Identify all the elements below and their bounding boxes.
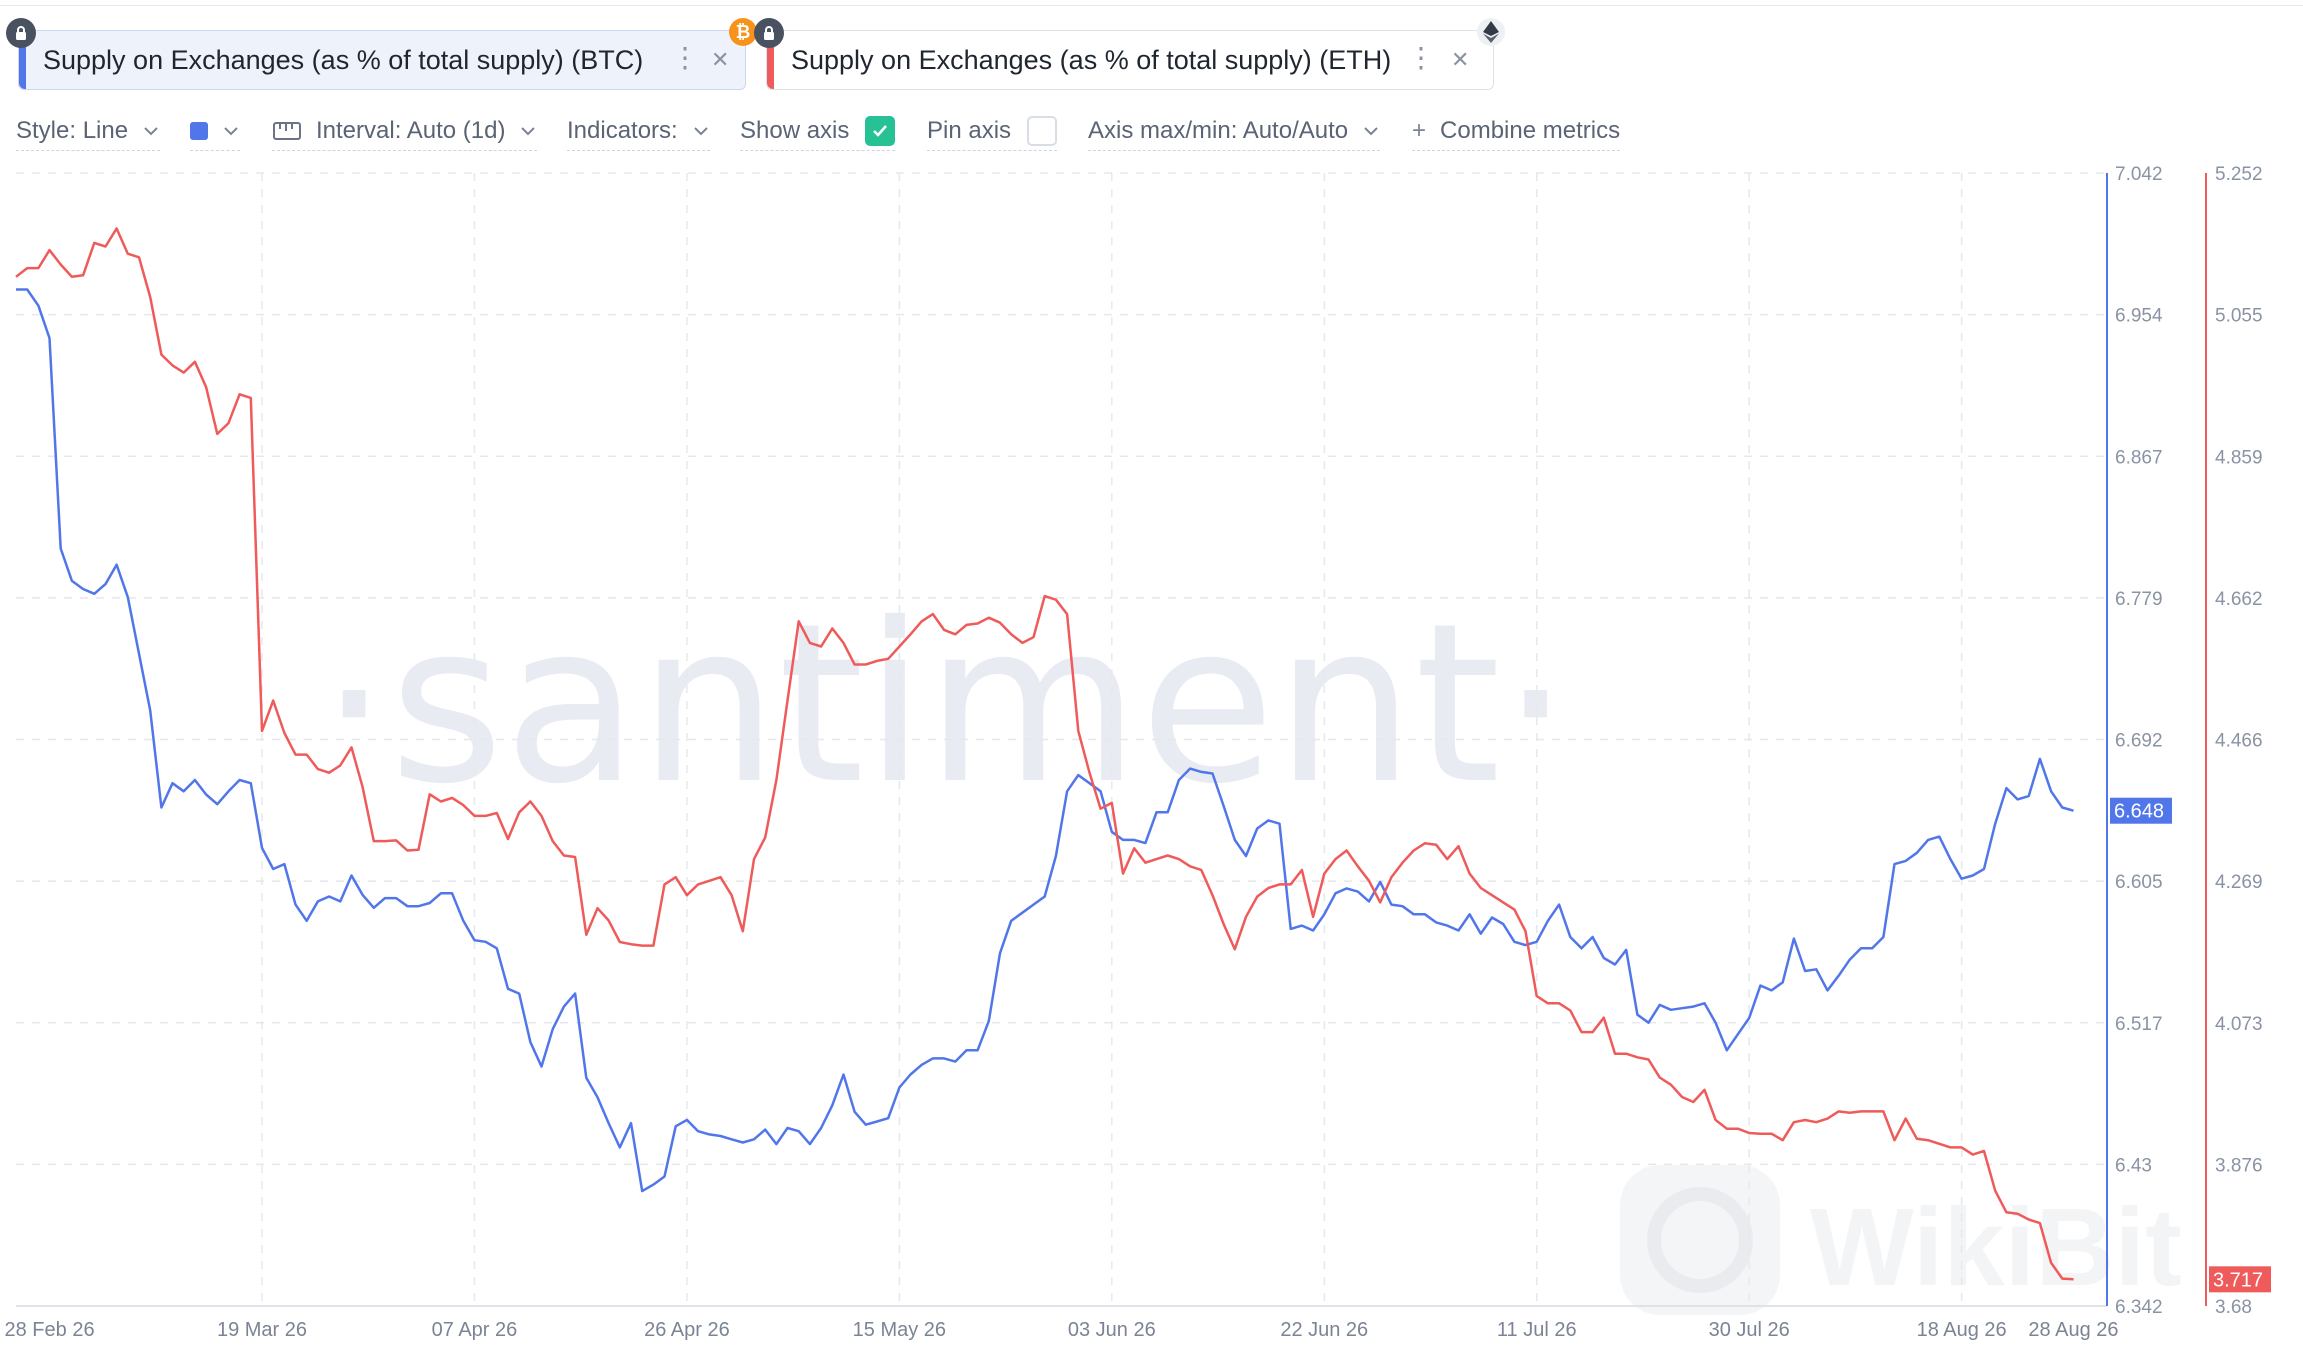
current-value-badges: 6.648 3.717 [2110, 797, 2271, 1293]
grid [16, 172, 2107, 1306]
eth-current-value-badge-bg [2209, 1266, 2271, 1293]
interval-label: Interval: Auto (1d) [316, 117, 506, 144]
y-axis-right-labels: 5.252 5.055 4.859 4.662 4.466 4.269 4.073 3.876… [2215, 164, 2263, 1318]
chevron-down-icon [694, 127, 708, 136]
axis-maxmin-dropdown[interactable]: Axis max/min: Auto/Auto [1088, 112, 1381, 151]
eth-series-line[interactable] [15, 227, 2074, 1281]
y-left-tick-label: 6.779 [2115, 589, 2163, 610]
lock-icon [754, 18, 784, 48]
series-color-bar [767, 31, 774, 89]
close-icon[interactable]: ✕ [1451, 47, 1470, 72]
indicators-label: Indicators: [567, 117, 678, 144]
y-left-tick-label: 6.954 [2115, 306, 2163, 327]
x-tick-label: 07 Apr 26 [432, 1319, 518, 1341]
metric-tab-label: Supply on Exchanges (as % of total suppl… [43, 44, 644, 75]
svg-text:WikiBit: WikiBit [1810, 1186, 2182, 1309]
y-right-tick-label: 3.68 [2215, 1297, 2252, 1318]
y-left-tick-label: 7.042 [2115, 164, 2163, 185]
x-tick-label: 28 Feb 26 [5, 1319, 95, 1341]
y-right-tick-label: 4.662 [2215, 589, 2263, 610]
chevron-down-icon [224, 127, 238, 136]
show-axis-toggle[interactable]: Show axis [740, 112, 896, 151]
y-right-tick-label: 5.252 [2215, 164, 2263, 185]
more-options-icon[interactable]: ⋮ [1407, 42, 1435, 73]
x-tick-label: 11 Jul 26 [1497, 1319, 1577, 1341]
pin-axis-label: Pin axis [927, 117, 1012, 144]
y-right-tick-label: 4.073 [2215, 1014, 2263, 1035]
y-left-tick-label: 6.605 [2115, 872, 2163, 893]
combine-metrics-label: Combine metrics [1440, 117, 1621, 144]
santiment-watermark: ·santiment· [319, 576, 1570, 832]
metric-tab-label: Supply on Exchanges (as % of total suppl… [791, 44, 1392, 75]
btc-current-value-badge: 6.648 [2114, 801, 2164, 823]
btc-current-value-badge-bg [2110, 797, 2172, 824]
style-dropdown[interactable]: Style: Line [16, 112, 161, 151]
x-tick-label: 03 Jun 26 [1068, 1319, 1156, 1341]
color-picker[interactable] [190, 112, 240, 151]
series-lines [15, 227, 2074, 1281]
more-options-icon[interactable]: ⋮ [671, 42, 699, 73]
pin-axis-toggle[interactable]: Pin axis [927, 112, 1058, 151]
y-right-tick-label: 4.466 [2215, 731, 2263, 752]
y-left-tick-label: 6.517 [2115, 1014, 2163, 1035]
combine-metrics-button[interactable]: + Combine metrics [1412, 112, 1621, 151]
color-swatch [190, 122, 208, 140]
interval-dropdown[interactable]: Interval: Auto (1d) [272, 112, 538, 151]
y-left-tick-label: 6.692 [2115, 731, 2163, 752]
wikibit-logo: WikiBit [1620, 1165, 2182, 1315]
y-axis-left-labels: 7.042 6.954 6.867 6.779 6.692 6.605 6.517 6.43 6… [2115, 164, 2163, 1318]
y-left-tick-label: 6.867 [2115, 447, 2163, 468]
chevron-down-icon [1364, 127, 1378, 136]
eth-current-value-badge: 3.717 [2213, 1269, 2263, 1291]
y-right-tick-label: 4.269 [2215, 872, 2263, 893]
metric-tab-eth[interactable]: Supply on Exchanges (as % of total suppl… [766, 30, 1494, 90]
show-axis-checkbox[interactable] [865, 116, 896, 146]
x-tick-label: 26 Apr 26 [644, 1319, 730, 1341]
axis-maxmin-label: Axis max/min: Auto/Auto [1088, 117, 1349, 144]
x-tick-label: 18 Aug 26 [1917, 1319, 2007, 1341]
y-left-tick-label: 6.43 [2115, 1155, 2152, 1176]
y-right-tick-label: 4.859 [2215, 447, 2263, 468]
series-color-bar [19, 31, 26, 89]
btc-series-line[interactable] [16, 288, 2074, 1193]
y-left-tick-label: 6.342 [2115, 1297, 2163, 1318]
y-right-tick-label: 3.876 [2215, 1155, 2263, 1176]
x-tick-label: 30 Jul 26 [1709, 1319, 1790, 1341]
ethereum-icon [1477, 18, 1505, 46]
x-tick-label: 19 Mar 26 [217, 1319, 307, 1341]
metric-tab-btc[interactable]: Supply on Exchanges (as % of total suppl… [18, 30, 746, 90]
close-icon[interactable]: ✕ [711, 47, 730, 72]
y-right-tick-label: 5.055 [2215, 306, 2263, 327]
plus-icon: + [1412, 117, 1427, 144]
x-tick-label: 15 May 26 [853, 1319, 946, 1341]
indicators-dropdown[interactable]: Indicators: [567, 112, 710, 151]
pin-axis-checkbox[interactable] [1027, 116, 1058, 146]
check-icon [873, 125, 888, 137]
x-tick-label: 22 Jun 26 [1280, 1319, 1368, 1341]
style-label: Style: Line [16, 117, 129, 144]
x-tick-label: 28 Aug 26 [2028, 1319, 2118, 1341]
x-axis-labels: 28 Feb 26 19 Mar 26 07 Apr 26 26 Apr 26 15 M… [5, 1319, 2119, 1341]
top-border [0, 0, 2303, 6]
bitcoin-icon: ₿ [729, 18, 757, 46]
chevron-down-icon [521, 127, 536, 136]
lock-icon [6, 18, 36, 48]
ruler-icon [273, 122, 301, 140]
show-axis-label: Show axis [740, 117, 850, 144]
axes [16, 173, 2207, 1307]
chevron-down-icon [144, 127, 158, 136]
